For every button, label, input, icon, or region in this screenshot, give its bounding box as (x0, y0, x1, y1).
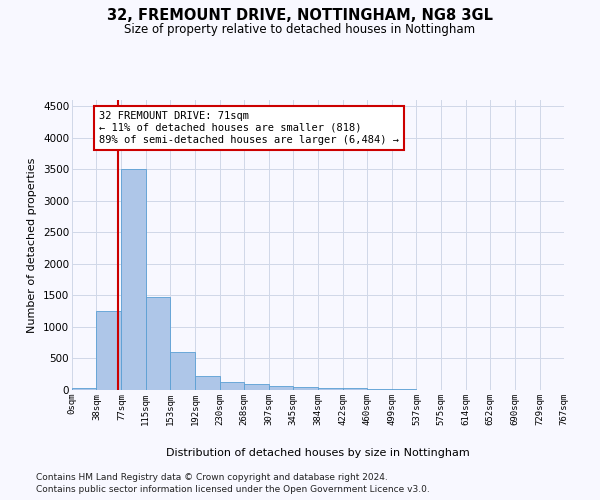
Bar (146, 296, 170, 390)
Bar (72, 388, 97, 390)
Bar (97, 311, 121, 390)
Bar (170, 352, 195, 390)
Text: Size of property relative to detached houses in Nottingham: Size of property relative to detached ho… (124, 22, 476, 36)
Text: Contains HM Land Registry data © Crown copyright and database right 2024.: Contains HM Land Registry data © Crown c… (36, 472, 388, 482)
Bar (121, 170, 146, 390)
Bar (343, 388, 367, 390)
Bar (319, 388, 343, 390)
Y-axis label: Number of detached properties: Number of detached properties (28, 158, 37, 332)
Text: 32 FREMOUNT DRIVE: 71sqm
← 11% of detached houses are smaller (818)
89% of semi-: 32 FREMOUNT DRIVE: 71sqm ← 11% of detach… (99, 112, 399, 144)
Bar (195, 376, 220, 390)
Bar (293, 388, 319, 390)
Text: 32, FREMOUNT DRIVE, NOTTINGHAM, NG8 3GL: 32, FREMOUNT DRIVE, NOTTINGHAM, NG8 3GL (107, 8, 493, 22)
Text: Contains public sector information licensed under the Open Government Licence v3: Contains public sector information licen… (36, 485, 430, 494)
Bar (269, 386, 293, 390)
Bar (244, 384, 269, 390)
Bar (367, 389, 392, 390)
Text: Distribution of detached houses by size in Nottingham: Distribution of detached houses by size … (166, 448, 470, 458)
Bar (220, 382, 244, 390)
